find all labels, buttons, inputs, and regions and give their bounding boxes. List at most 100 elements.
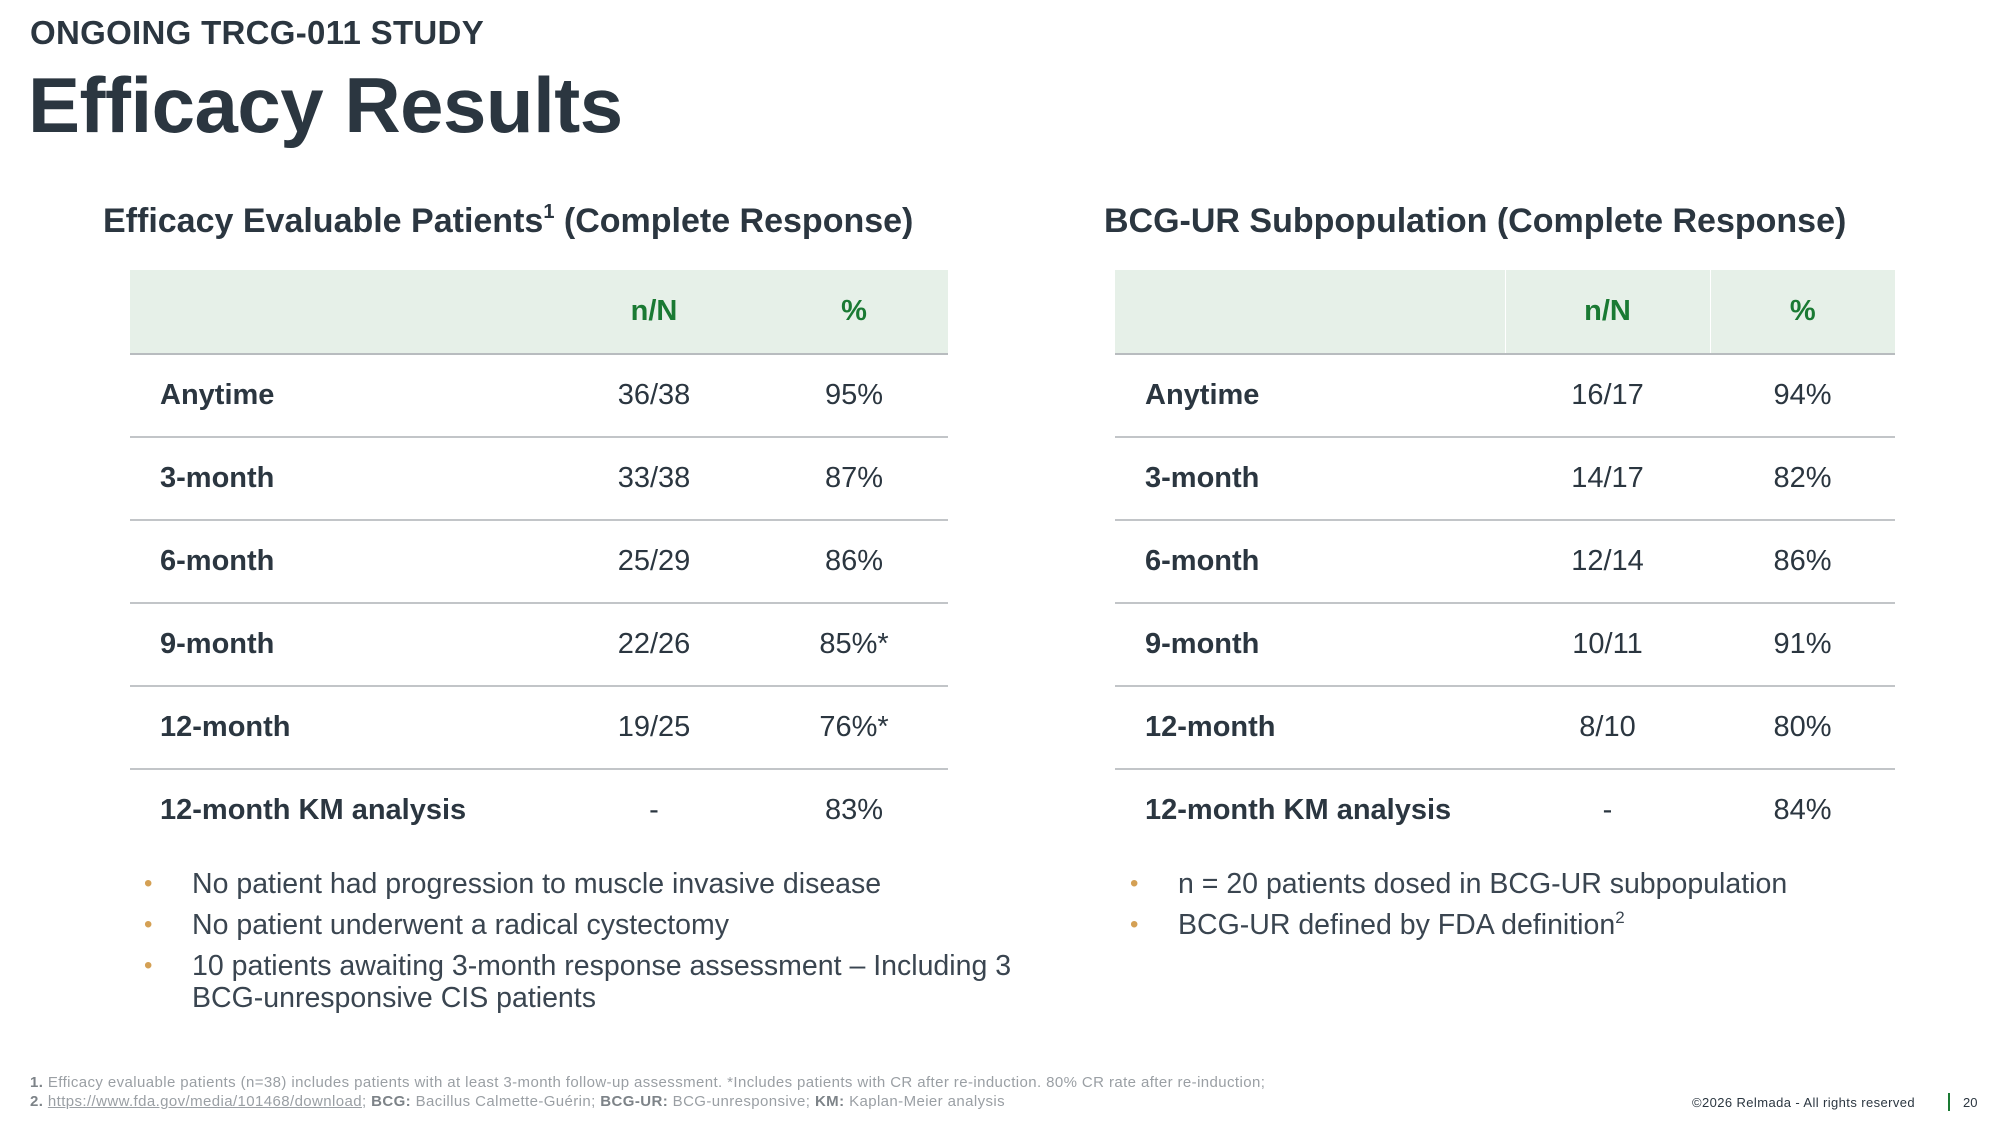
footnote-1: 1. Efficacy evaluable patients (n=38) in… [30, 1073, 1265, 1092]
row-pct: 76%* [760, 686, 948, 770]
bullet-dot-icon: • [144, 911, 153, 938]
table-row: 12-month 8/10 80% [1115, 686, 1895, 770]
row-label: 6-month [130, 520, 548, 604]
table-row: 12-month 19/25 76%* [130, 686, 948, 770]
bullet-item: • No patient underwent a radical cystecto… [144, 909, 1074, 941]
left-title-footnote-ref: 1 [543, 201, 555, 223]
left-title-text: Efficacy Evaluable Patients [103, 202, 544, 240]
row-nN: 33/38 [548, 437, 760, 521]
bullet-text: n = 20 patients dosed in BCG-UR subpopul… [1178, 868, 1788, 900]
table-row: Anytime 36/38 95% [130, 354, 948, 438]
row-nN: 19/25 [548, 686, 760, 770]
bullet-dot-icon: • [1130, 911, 1139, 938]
row-pct: 94% [1710, 354, 1895, 438]
left-title-suffix: (Complete Response) [554, 202, 914, 240]
row-pct: 91% [1710, 603, 1895, 687]
header-nN: n/N [1504, 270, 1710, 355]
right-results-table: n/N % Anytime 16/17 94% 3-month 14/17 82… [1115, 270, 1895, 851]
bullet-dot-icon: • [1130, 870, 1139, 897]
page-title: Efficacy Results [28, 61, 623, 149]
left-section-title: Efficacy Evaluable Patients1 (Complete R… [103, 202, 913, 241]
abbr-term: BCG: [371, 1093, 412, 1110]
bullet-item: • n = 20 patients dosed in BCG-UR subpopu… [1130, 868, 1950, 900]
row-label: 3-month [130, 437, 548, 521]
row-label: 12-month KM analysis [160, 794, 467, 826]
header-pct: % [760, 270, 948, 355]
row-nN: 10/11 [1505, 603, 1710, 687]
row-nN: 14/17 [1505, 437, 1710, 521]
bullet-text: No patient had progression to muscle inv… [192, 868, 882, 900]
row-nN: 8/10 [1505, 686, 1710, 770]
row-pct: 85%* [760, 603, 948, 687]
row-pct: 80% [1710, 686, 1895, 770]
abbr-term: KM: [814, 1093, 845, 1110]
row-pct: 86% [760, 520, 948, 604]
header-label-cell [1115, 270, 1505, 355]
table-row: 9-month 10/11 91% [1115, 603, 1895, 687]
bullet-item: • BCG-UR defined by FDA definition2 [1130, 909, 1950, 941]
bullet-item: • No patient had progression to muscle in… [144, 868, 1074, 900]
footnote-2: 2. https://www.fda.gov/media/101468/down… [30, 1092, 1265, 1111]
bullet-item: • 10 patients awaiting 3-month response a… [144, 950, 1074, 1014]
abbr-def: Kaplan-Meier analysis [849, 1093, 1006, 1110]
row-nN: - [1602, 794, 1613, 826]
table-header-row: n/N % [130, 270, 948, 355]
footnote-number: 2. [30, 1093, 44, 1110]
row-pct: 82% [1710, 437, 1895, 521]
footnotes: 1. Efficacy evaluable patients (n=38) in… [30, 1073, 1265, 1111]
table-row: 12-month KM analysis - 83% [130, 769, 948, 851]
copyright-notice: ©2026 Relmada - All rights reserved [1692, 1095, 1916, 1110]
table-row: 6-month 25/29 86% [130, 520, 948, 604]
row-label: 12-month [130, 686, 548, 770]
row-pct: 83% [824, 794, 884, 826]
left-bullet-list: • No patient had progression to muscle in… [144, 868, 1074, 1023]
table-row: 9-month 22/26 85%* [130, 603, 948, 687]
abbr-def: Bacillus Calmette-Guérin; [415, 1093, 596, 1110]
table-row: Anytime 16/17 94% [1115, 354, 1895, 438]
bullet-text: BCG-UR defined by FDA definition [1178, 909, 1616, 941]
row-label: 12-month [1115, 686, 1505, 770]
row-label: 12-month KM analysis [1145, 794, 1452, 826]
footnote-ref: 2 [1615, 908, 1625, 927]
table-row: 3-month 33/38 87% [130, 437, 948, 521]
abbr-def: BCG-unresponsive; [672, 1093, 811, 1110]
table-row: 3-month 14/17 82% [1115, 437, 1895, 521]
row-nN: 36/38 [548, 354, 760, 438]
row-label: 6-month [1115, 520, 1505, 604]
row-label: 3-month [1115, 437, 1505, 521]
row-nN: 25/29 [548, 520, 760, 604]
footnote-number: 1. [30, 1074, 44, 1091]
eyebrow-label: ONGOING TRCG-011 STUDY [30, 14, 485, 51]
table-header-row: n/N % [1115, 270, 1895, 355]
table-row: 12-month KM analysis - 84% [1115, 769, 1895, 851]
bullet-dot-icon: • [144, 870, 153, 897]
row-pct: 87% [760, 437, 948, 521]
row-label: Anytime [130, 354, 548, 438]
row-nN: 16/17 [1505, 354, 1710, 438]
header-pct: % [1709, 270, 1895, 355]
table-row: 6-month 12/14 86% [1115, 520, 1895, 604]
right-section-title: BCG-UR Subpopulation (Complete Response) [1104, 202, 1847, 240]
row-nN: 12/14 [1505, 520, 1710, 604]
header-nN: n/N [548, 270, 760, 355]
abbr-term: BCG-UR: [600, 1093, 669, 1110]
page-number-divider [1948, 1093, 1950, 1111]
row-pct: 95% [760, 354, 948, 438]
row-pct: 84% [1773, 794, 1832, 826]
row-label: 9-month [1115, 603, 1505, 687]
left-results-table: n/N % Anytime 36/38 95% 3-month 33/38 87… [130, 270, 948, 851]
row-pct: 86% [1710, 520, 1895, 604]
row-nN: - [649, 794, 659, 826]
footnote-text: Efficacy evaluable patients (n=38) inclu… [47, 1074, 1266, 1091]
header-label-cell [130, 270, 548, 355]
footnote-separator: ; [361, 1093, 367, 1110]
row-label: Anytime [1115, 354, 1505, 438]
page-number: 20 [1963, 1095, 1978, 1110]
bullet-dot-icon: • [144, 952, 153, 979]
right-bullet-list: • n = 20 patients dosed in BCG-UR subpopu… [1130, 868, 1950, 950]
row-nN: 22/26 [548, 603, 760, 687]
bullet-text: 10 patients awaiting 3-month response as… [192, 950, 1012, 1014]
fda-definition-link[interactable]: https://www.fda.gov/media/101468/downloa… [47, 1093, 362, 1110]
row-label: 9-month [130, 603, 548, 687]
bullet-text: No patient underwent a radical cystectom… [192, 909, 730, 941]
